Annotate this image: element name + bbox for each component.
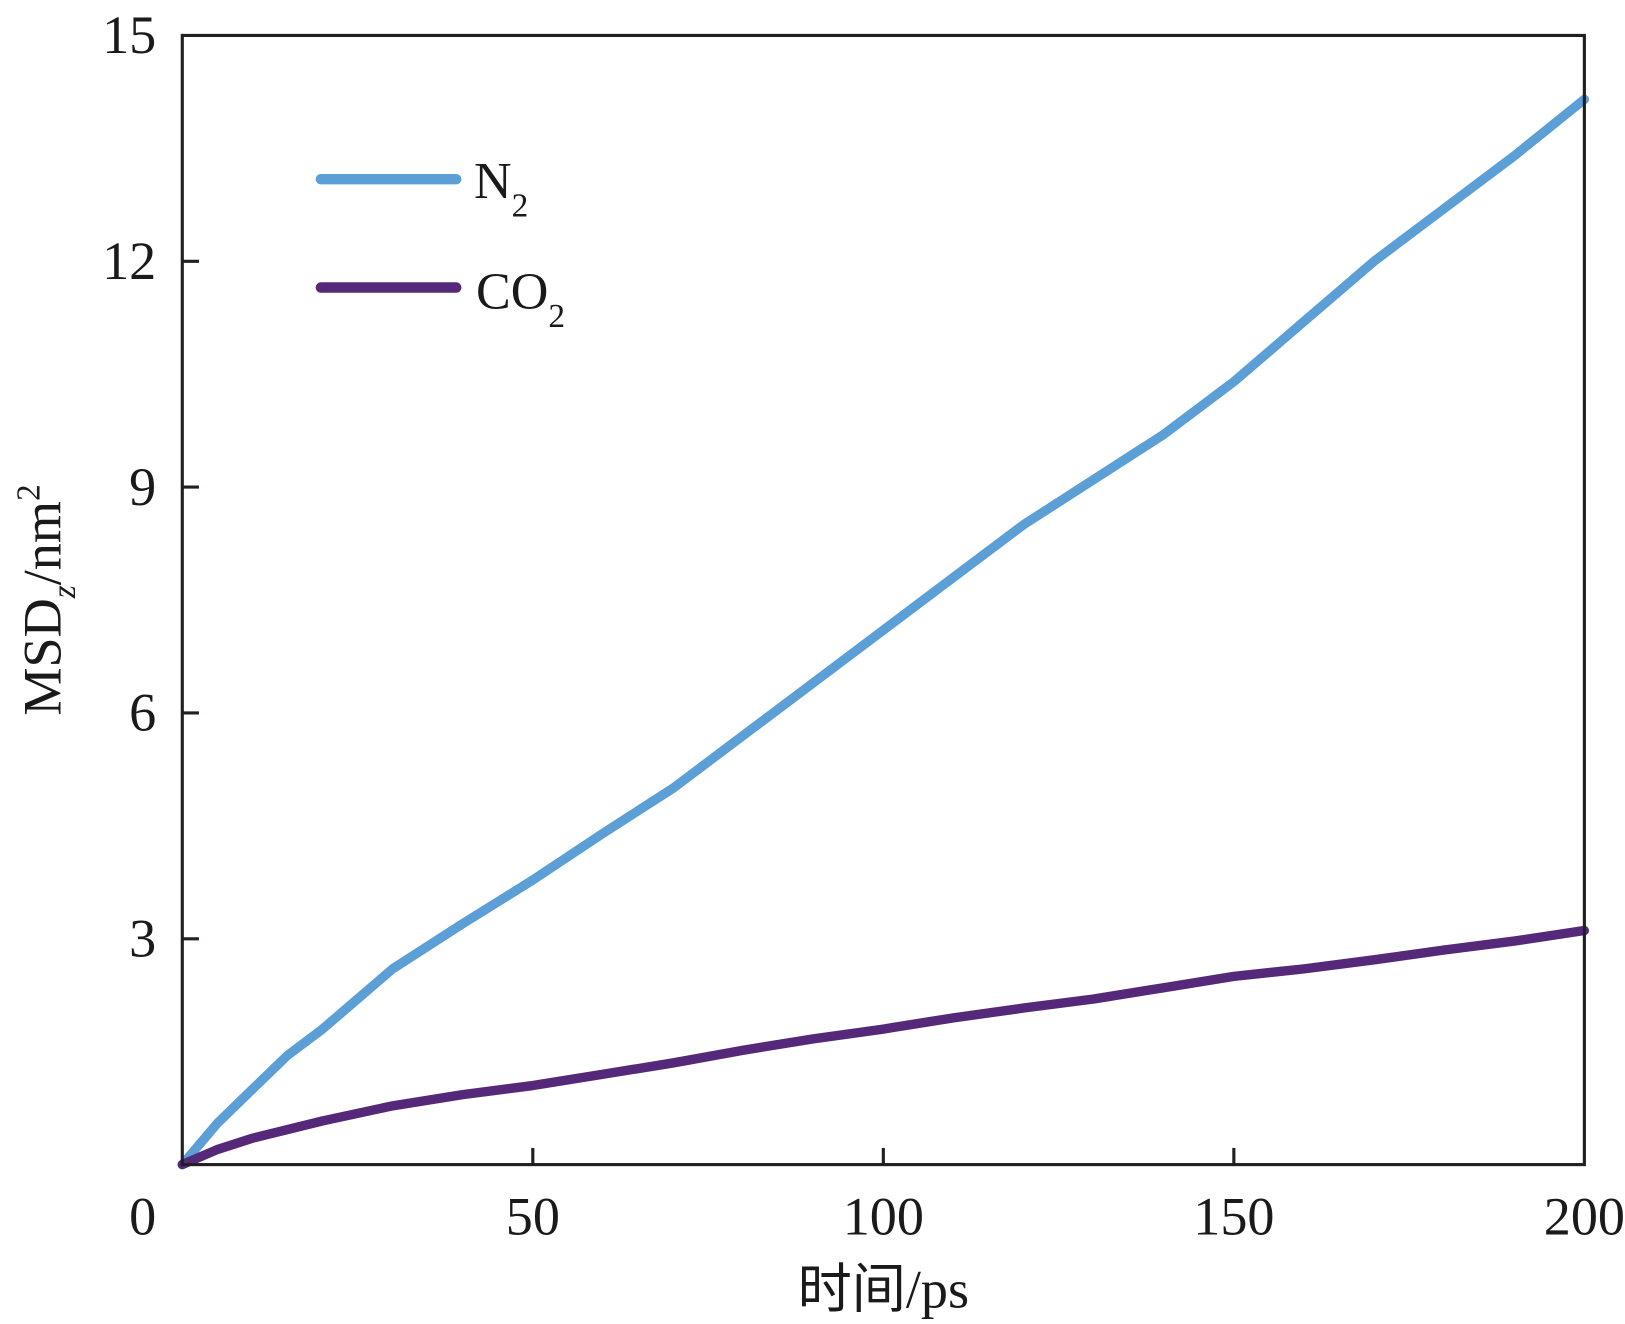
legend-label-n2: N2 <box>474 153 528 225</box>
x-tick-label: 50 <box>506 1186 560 1246</box>
ticks-layer: 0 50 100 150 200 3 6 9 12 15 <box>102 5 1625 1246</box>
y-axis-label-unit: /nm <box>12 501 72 585</box>
x-tick-label: 0 <box>129 1186 156 1246</box>
y-axis-label-subscript: z <box>46 585 83 599</box>
x-tick-label: 150 <box>1193 1186 1274 1246</box>
y-axis-label-main: MSD <box>12 598 72 715</box>
legend-label-co2: CO2 <box>476 263 565 335</box>
plot-frame <box>180 33 1586 1167</box>
legend-label-n2-main: N <box>474 153 512 210</box>
y-tick-label: 12 <box>102 231 156 291</box>
x-axis-label: 时间/ps <box>798 1259 970 1319</box>
series-layer <box>177 94 1590 1170</box>
legend-label-n2-subscript: 2 <box>512 188 529 225</box>
y-tick-label: 15 <box>102 5 156 65</box>
series-line-co2 <box>177 925 1590 1170</box>
x-tick-label: 100 <box>843 1186 924 1246</box>
y-tick-label: 9 <box>129 457 156 517</box>
x-tick-label: 200 <box>1544 1186 1625 1246</box>
legend-label-co2-main: CO <box>476 263 548 320</box>
series-line-n2 <box>177 94 1590 1170</box>
y-tick-label: 6 <box>129 683 156 743</box>
y-axis-label-superscript: 2 <box>11 484 48 501</box>
legend: N2 CO2 <box>315 153 565 335</box>
legend-label-co2-subscript: 2 <box>548 298 565 335</box>
y-tick-label: 3 <box>129 908 156 968</box>
y-axis-label: MSDz/nm2 <box>11 484 83 715</box>
